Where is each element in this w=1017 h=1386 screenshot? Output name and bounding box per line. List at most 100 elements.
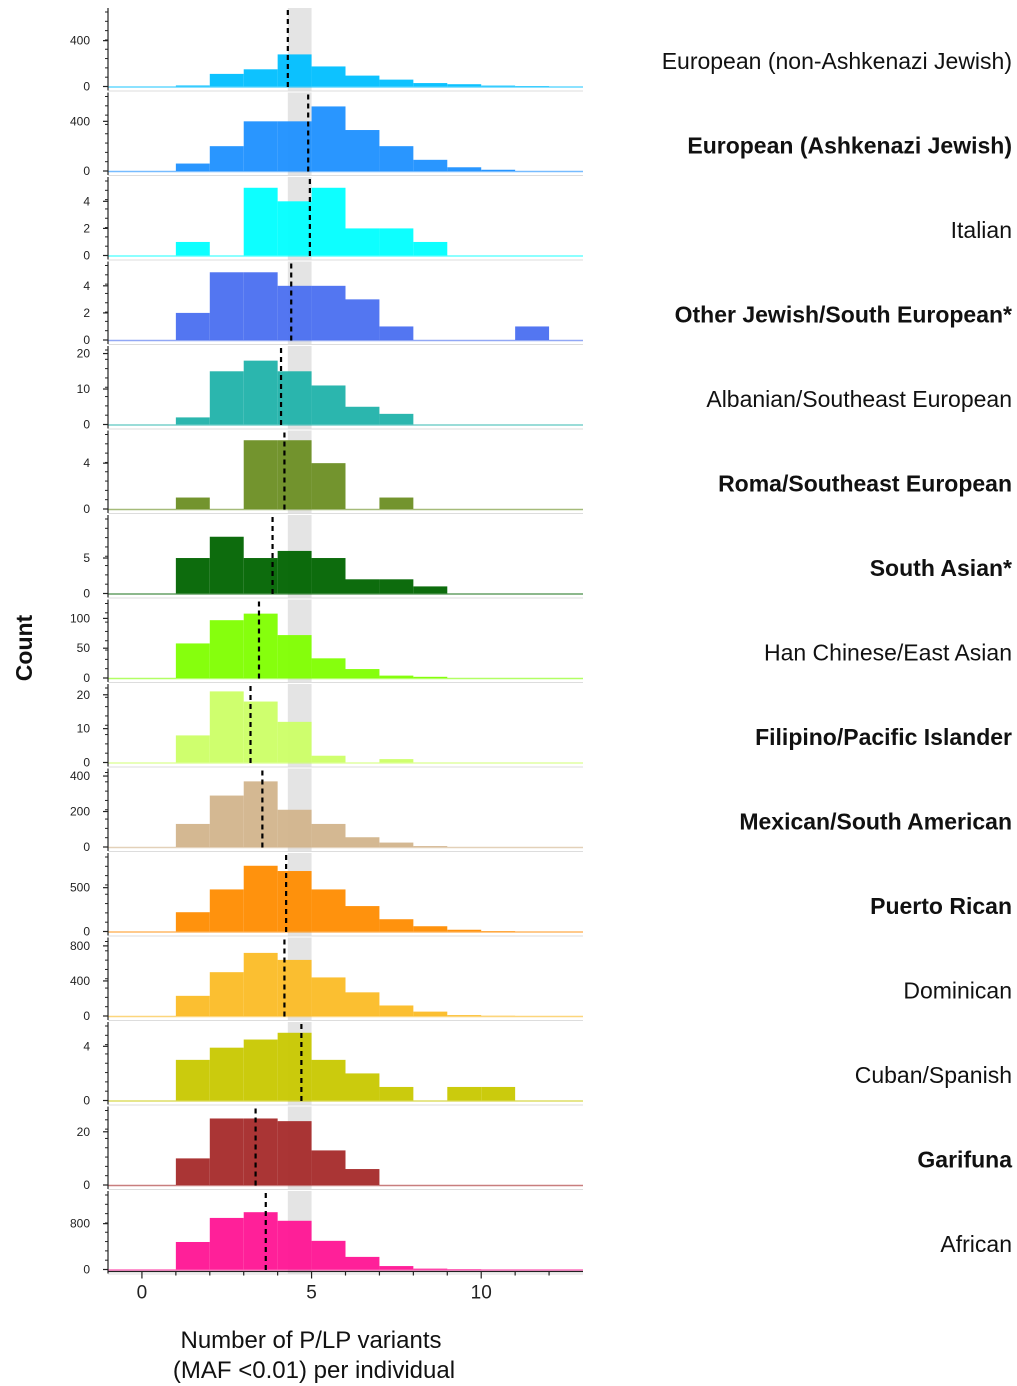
histogram-bar bbox=[243, 701, 278, 763]
histogram-bar bbox=[209, 691, 244, 763]
x-tick-label: 0 bbox=[137, 1283, 148, 1304]
histogram-bar bbox=[311, 66, 346, 87]
histogram-bar bbox=[277, 1032, 312, 1101]
histogram-panel: 0 400 800 Dominican bbox=[70, 937, 1012, 1023]
histogram-bar bbox=[345, 130, 380, 171]
histogram-bar bbox=[379, 497, 414, 509]
histogram-bar bbox=[243, 952, 278, 1016]
y-tick-label: 2 bbox=[83, 306, 90, 320]
histogram-bar bbox=[345, 228, 380, 256]
y-tick-label: 0 bbox=[83, 925, 90, 939]
histogram-bar bbox=[209, 73, 244, 87]
population-label: Cuban/Spanish bbox=[855, 1062, 1012, 1088]
histogram-bar bbox=[277, 440, 312, 509]
y-tick-label: 4 bbox=[83, 194, 90, 208]
population-label: Han Chinese/East Asian bbox=[764, 639, 1012, 665]
population-label: Filipino/Pacific Islander bbox=[755, 724, 1012, 750]
histogram-bar bbox=[413, 926, 448, 932]
y-tick-label: 800 bbox=[70, 1217, 90, 1231]
histogram-panel: 0 20 Garifuna bbox=[77, 1106, 1012, 1192]
histogram-bar bbox=[515, 326, 550, 340]
histogram-bar bbox=[481, 169, 516, 171]
histogram-bar bbox=[345, 299, 380, 340]
histogram-bar bbox=[209, 536, 244, 594]
histogram-bar bbox=[243, 865, 278, 932]
y-tick-label: 0 bbox=[83, 1263, 90, 1277]
y-tick-label: 500 bbox=[70, 881, 90, 895]
histogram-bar bbox=[311, 1240, 346, 1270]
histogram-panel: 0 50 100 Han Chinese/East Asian bbox=[70, 599, 1012, 685]
histogram-bar bbox=[311, 977, 346, 1016]
histogram-bar bbox=[345, 1169, 380, 1185]
histogram-bar bbox=[175, 1158, 210, 1185]
histogram-bar bbox=[345, 75, 380, 87]
population-label: African bbox=[940, 1231, 1012, 1257]
histogram-bar bbox=[243, 440, 278, 509]
histogram-bar bbox=[243, 613, 278, 678]
histogram-bar bbox=[209, 620, 244, 678]
histogram-bar bbox=[447, 167, 482, 171]
histogram-bar bbox=[243, 1118, 278, 1185]
histogram-bar bbox=[413, 1011, 448, 1016]
histogram-bar bbox=[209, 1217, 244, 1270]
y-tick-label: 10 bbox=[77, 382, 91, 396]
histogram-bar bbox=[175, 643, 210, 678]
histogram-panel: 0 800 African bbox=[70, 1191, 1012, 1277]
y-tick-label: 0 bbox=[83, 671, 90, 685]
histogram-panel: 0 4 Cuban/Spanish bbox=[83, 1022, 1012, 1108]
y-tick-label: 10 bbox=[77, 722, 91, 736]
x-tick-label: 10 bbox=[471, 1283, 492, 1304]
population-label: Garifuna bbox=[917, 1146, 1012, 1172]
y-tick-label: 0 bbox=[83, 333, 90, 347]
histogram-bar bbox=[175, 312, 210, 340]
histogram-bar bbox=[379, 1086, 414, 1101]
histogram-panel: 0 10 20 Albanian/Southeast European bbox=[77, 346, 1012, 432]
y-tick-label: 0 bbox=[83, 756, 90, 770]
histogram-bar bbox=[379, 79, 414, 87]
population-label: Puerto Rican bbox=[870, 893, 1012, 919]
histogram-bar bbox=[345, 1256, 380, 1270]
histogram-bar bbox=[379, 842, 414, 847]
y-tick-label: 800 bbox=[70, 939, 90, 953]
y-tick-label: 0 bbox=[83, 840, 90, 854]
y-tick-label: 400 bbox=[70, 34, 90, 48]
histogram-bar bbox=[481, 85, 516, 87]
histogram-bar bbox=[243, 121, 278, 171]
histogram-bar bbox=[277, 550, 312, 594]
histogram-bar bbox=[243, 360, 278, 425]
histogram-panel: 0 400 European (Ashkenazi Jewish) bbox=[70, 92, 1012, 178]
histogram-bar bbox=[345, 837, 380, 847]
histogram-panel: 0 2 4 Italian bbox=[83, 177, 1012, 263]
histogram-bar bbox=[277, 871, 312, 932]
y-tick-label: 0 bbox=[83, 418, 90, 432]
histogram-bar bbox=[379, 146, 414, 171]
histogram-bar bbox=[311, 889, 346, 932]
histogram-bar bbox=[175, 497, 210, 509]
histogram-bar bbox=[413, 1268, 448, 1270]
histogram-bar bbox=[413, 83, 448, 87]
histogram-bar bbox=[447, 84, 482, 87]
histogram-bar bbox=[175, 995, 210, 1016]
histogram-bar bbox=[277, 121, 312, 171]
histogram-bar bbox=[277, 1121, 312, 1185]
histogram-bar bbox=[175, 417, 210, 425]
population-label: Other Jewish/South European* bbox=[675, 301, 1012, 327]
histogram-bar bbox=[345, 906, 380, 932]
histogram-bar bbox=[243, 272, 278, 340]
histogram-bar bbox=[209, 1047, 244, 1101]
histogram-bar bbox=[311, 187, 346, 256]
population-label: European (non-Ashkenazi Jewish) bbox=[662, 48, 1012, 74]
histogram-bar bbox=[311, 1150, 346, 1185]
histogram-bar bbox=[379, 675, 414, 678]
population-label: Mexican/South American bbox=[739, 808, 1012, 834]
histogram-bar bbox=[345, 1073, 380, 1101]
y-tick-label: 0 bbox=[83, 1094, 90, 1108]
x-axis-title-line1: Number of P/LP variants bbox=[180, 1327, 441, 1354]
histogram-bar bbox=[311, 1059, 346, 1101]
y-tick-label: 0 bbox=[83, 1178, 90, 1192]
y-tick-label: 2 bbox=[83, 221, 90, 235]
histogram-bar bbox=[175, 823, 210, 847]
histogram-bar bbox=[413, 241, 448, 256]
population-label: South Asian* bbox=[870, 555, 1012, 581]
